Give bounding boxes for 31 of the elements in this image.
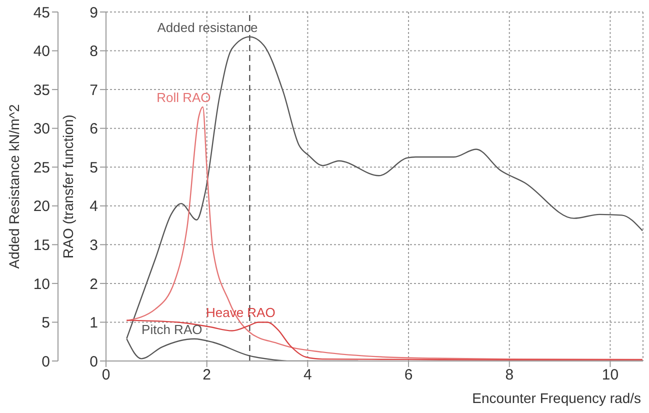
y-tick-label: 4 bbox=[90, 198, 98, 216]
y2-tick-label: 35 bbox=[33, 82, 50, 99]
series-label: Roll RAO bbox=[156, 90, 211, 106]
y-tick-label: 1 bbox=[90, 314, 98, 332]
y2-tick-label: 45 bbox=[33, 4, 50, 22]
x-tick-label: 10 bbox=[602, 366, 619, 384]
y2-tick-label: 0 bbox=[42, 353, 50, 370]
x-tick-label: 8 bbox=[505, 366, 514, 384]
x-tick-label: 2 bbox=[202, 366, 212, 384]
y-tick-label: 2 bbox=[90, 276, 98, 293]
x-tick-label: 6 bbox=[404, 366, 413, 384]
y-axis-title: RAO (transfer function) bbox=[60, 114, 76, 258]
x-axis-title: Encounter Frequency rad/s bbox=[472, 390, 641, 406]
y-tick-label: 7 bbox=[90, 82, 98, 99]
y2-axis-title: Added Resistance kN/m^2 bbox=[6, 104, 22, 269]
x-tick-label: 0 bbox=[102, 366, 110, 384]
y2-tick-label: 25 bbox=[33, 159, 50, 176]
y2-tick-label: 10 bbox=[33, 276, 50, 293]
y2-tick-label: 30 bbox=[33, 120, 50, 138]
y2-tick-label: 20 bbox=[33, 198, 50, 216]
y-tick-label: 0 bbox=[90, 353, 98, 370]
series-label: Pitch RAO bbox=[142, 322, 202, 337]
y-tick-label: 9 bbox=[90, 4, 98, 22]
y-tick-label: 3 bbox=[90, 236, 98, 254]
y2-tick-label: 5 bbox=[42, 314, 50, 332]
y-tick-label: 8 bbox=[90, 43, 98, 60]
y2-tick-label: 40 bbox=[33, 43, 50, 60]
x-tick-label: 4 bbox=[304, 366, 312, 384]
y-tick-label: 5 bbox=[90, 159, 98, 176]
y2-tick-label: 15 bbox=[33, 236, 50, 254]
y-tick-label: 6 bbox=[90, 120, 98, 138]
